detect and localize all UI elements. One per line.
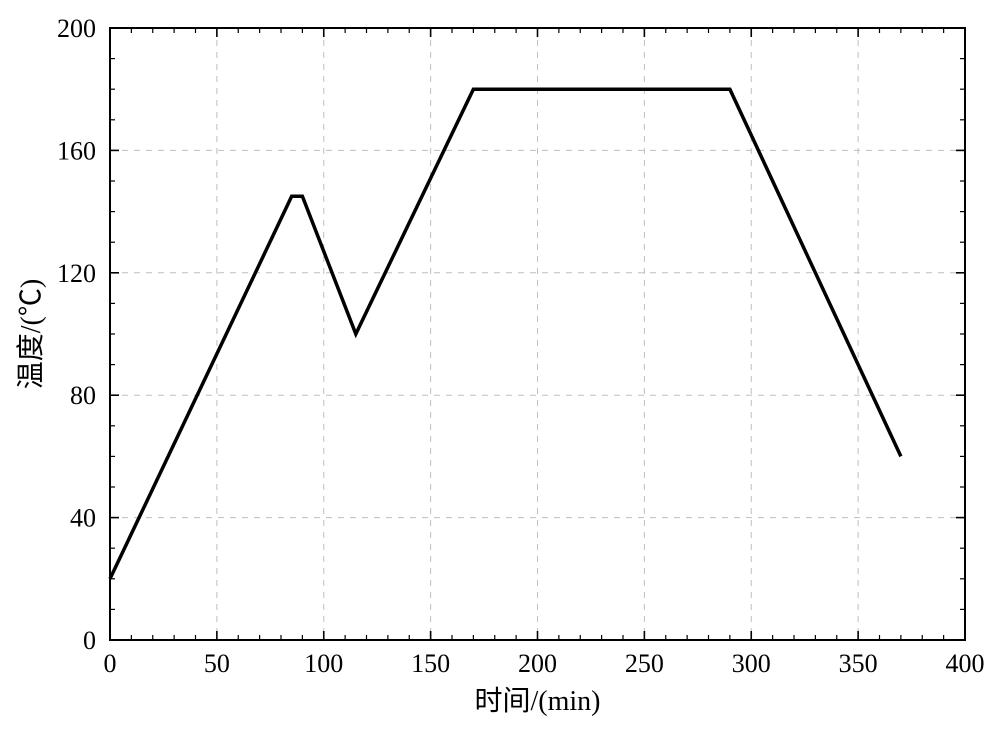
x-tick-label: 150 <box>411 649 450 678</box>
x-tick-label: 50 <box>204 649 230 678</box>
chart-container: 0 50 100 150 200 250 300 350 400 0 40 80 120 160 200 时间… <box>0 0 1000 736</box>
y-tick-label: 200 <box>57 14 96 43</box>
y-axis-label: 温度/(℃) <box>15 279 47 389</box>
x-tick-label: 350 <box>839 649 878 678</box>
x-tick-label: 200 <box>518 649 557 678</box>
y-tick-label: 80 <box>70 381 96 410</box>
y-tick-label: 120 <box>57 259 96 288</box>
y-tick-label: 160 <box>57 136 96 165</box>
x-tick-label: 100 <box>304 649 343 678</box>
x-tick-label: 250 <box>625 649 664 678</box>
y-tick-label: 0 <box>83 626 96 655</box>
x-tick-label: 300 <box>732 649 771 678</box>
x-axis-label: 时间/(min) <box>475 685 601 717</box>
x-tick-label: 400 <box>946 649 985 678</box>
y-tick-label: 40 <box>70 504 96 533</box>
temperature-time-chart: 0 50 100 150 200 250 300 350 400 0 40 80 120 160 200 时间… <box>0 0 1000 736</box>
x-tick-label: 0 <box>104 649 117 678</box>
